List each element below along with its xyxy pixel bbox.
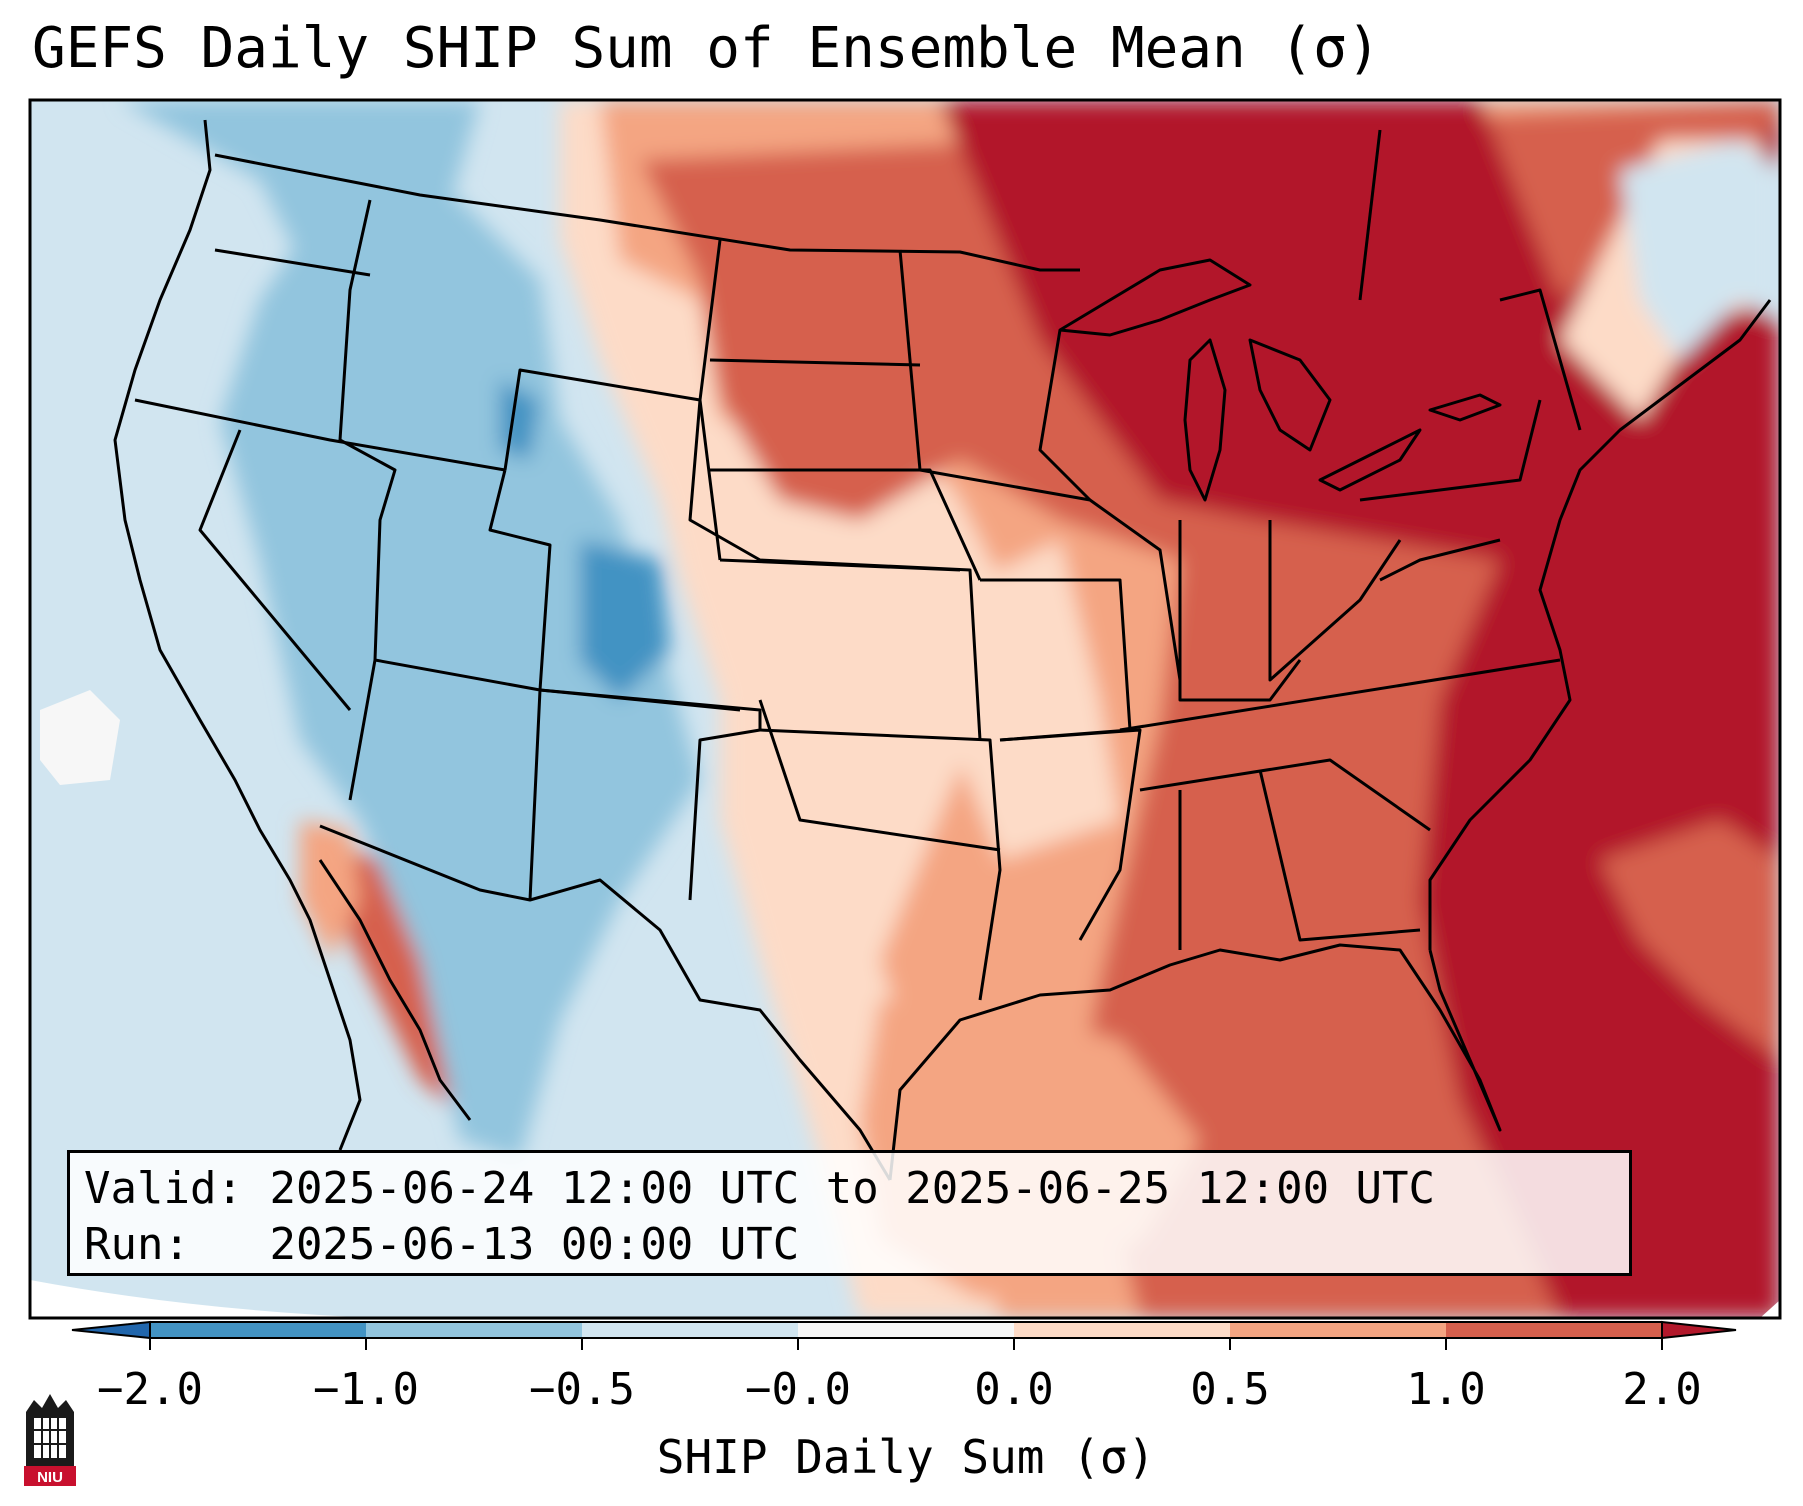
colorbar-tick-label: −0.0: [745, 1364, 851, 1415]
lake-erie: [1318, 428, 1422, 492]
niu-logo: NIU: [24, 1394, 76, 1486]
colorbar-bin: [582, 1322, 798, 1338]
colorbar-tick-label: −0.5: [529, 1364, 635, 1415]
colorbar-bin: [798, 1322, 1014, 1338]
colorbar-tick-label: 1.0: [1406, 1364, 1486, 1415]
lake-superior: [1058, 258, 1252, 337]
us-canada-border: [214, 153, 1080, 272]
pacific-coastline: [113, 119, 362, 1151]
valid-label: Valid:: [84, 1163, 243, 1214]
colorbar-label: SHIP Daily Sum (σ): [656, 1430, 1156, 1484]
anomaly-field: [30, 100, 1780, 1318]
boundaries: [113, 119, 1772, 1181]
colorbar-tick-label: −2.0: [97, 1364, 203, 1415]
atlantic-coastline: [1428, 299, 1772, 950]
colorbar-bin: [366, 1322, 582, 1338]
run-value: 2025-06-13 00:00 UTC: [269, 1219, 800, 1270]
colorbar-bin: [1230, 1322, 1446, 1338]
colorbar: [71, 1320, 1737, 1350]
niu-logo-text: NIU: [37, 1469, 63, 1486]
run-info-box: Valid: 2025-06-24 12:00 UTC to 2025-06-2…: [67, 1150, 1632, 1276]
lake-ontario: [1428, 393, 1502, 422]
us-mexico-border: [319, 824, 892, 1181]
colorbar-bin: [150, 1322, 366, 1338]
page-title: GEFS Daily SHIP Sum of Ensemble Mean (σ): [32, 16, 1381, 81]
lake-michigan: [1183, 338, 1227, 502]
colorbar-extend-high: [1661, 1320, 1737, 1340]
valid-value: 2025-06-24 12:00 UTC to 2025-06-25 12:00…: [269, 1163, 1436, 1214]
run-label: Run:: [84, 1219, 190, 1270]
baja-coastline: [318, 859, 472, 1121]
colorbar-tick-label: −1.0: [313, 1364, 419, 1415]
colorbar-tick-label: 0.5: [1190, 1364, 1270, 1415]
lake-huron: [1248, 338, 1332, 452]
colorbar-bin: [1014, 1322, 1230, 1338]
colorbar-bin: [1446, 1322, 1662, 1338]
colorbar-tick-label: 2.0: [1622, 1364, 1702, 1415]
map-frame: [28, 98, 1782, 1320]
colorbar-extend-low: [71, 1320, 151, 1340]
gulf-coastline: [888, 943, 1502, 1181]
colorbar-tick-label: 0.0: [974, 1364, 1054, 1415]
